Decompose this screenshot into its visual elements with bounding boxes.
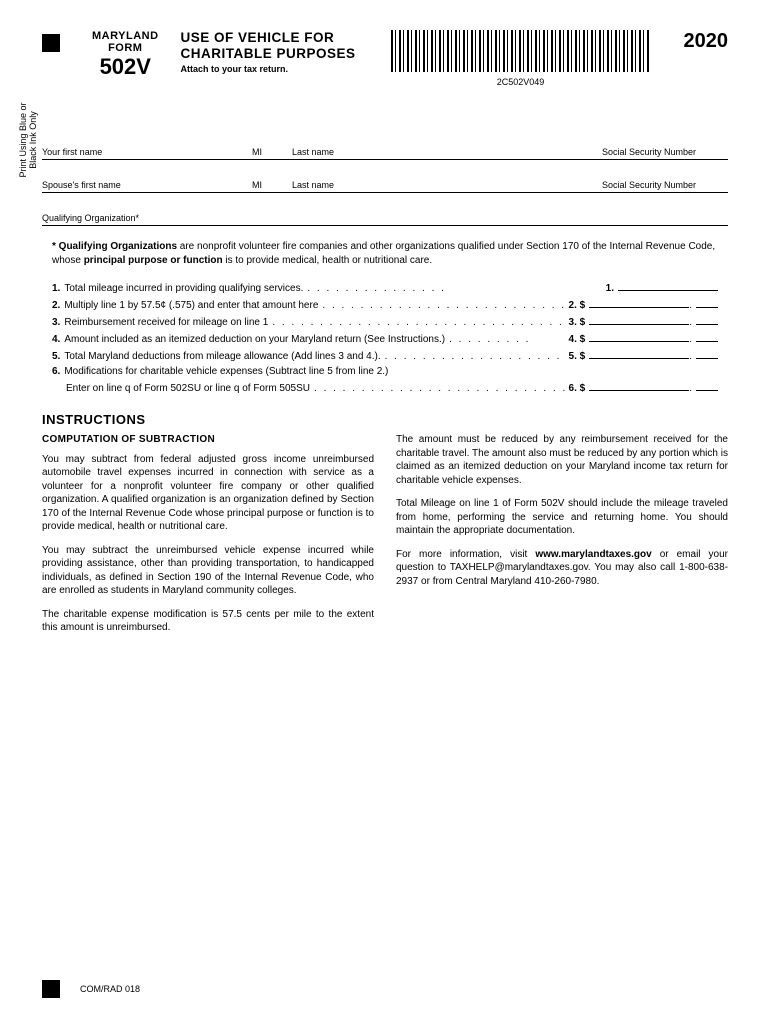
form-title-1: USE OF VEHICLE FOR <box>181 30 356 46</box>
barcode-number: 2C502V049 <box>368 77 674 87</box>
form-subtitle: Attach to your tax return. <box>181 64 356 74</box>
line-6a: 6. Modifications for charitable vehicle … <box>52 366 718 377</box>
computation-subheading: COMPUTATION OF SUBTRACTION <box>42 433 374 447</box>
form-id-block: MARYLAND FORM 502V <box>92 30 159 80</box>
qualifying-org-label[interactable]: Qualifying Organization* <box>42 193 728 226</box>
line-1: 1. Total mileage incurred in providing q… <box>52 281 718 294</box>
corner-marker-top <box>42 34 60 52</box>
line-3-value[interactable] <box>589 315 689 325</box>
instructions-heading: INSTRUCTIONS <box>42 412 728 427</box>
form-title-2: CHARITABLE PURPOSES <box>181 46 356 62</box>
corner-marker-bottom <box>42 980 60 998</box>
col2-p2: Total Mileage on line 1 of Form 502V sho… <box>396 497 728 538</box>
col1-p3: The charitable expense modification is 5… <box>42 608 374 635</box>
line-1-value[interactable] <box>618 281 718 291</box>
spouse-last-name-label[interactable]: Last name <box>292 180 542 190</box>
line-4-cents[interactable] <box>696 332 718 342</box>
col1-p1: You may subtract from federal adjusted g… <box>42 453 374 534</box>
form-number: 502V <box>92 54 159 80</box>
line-3-cents[interactable] <box>696 315 718 325</box>
first-name-label[interactable]: Your first name <box>42 147 252 157</box>
col2-p1: The amount must be reduced by any reimbu… <box>396 433 728 487</box>
instructions-col-2: The amount must be reduced by any reimbu… <box>396 433 728 645</box>
line-4: 4. Amount included as an itemized deduct… <box>52 332 718 345</box>
calculation-lines: 1. Total mileage incurred in providing q… <box>52 281 718 394</box>
form-header: MARYLAND FORM 502V USE OF VEHICLE FOR CH… <box>92 30 728 87</box>
line-5-cents[interactable] <box>696 349 718 359</box>
form-label: FORM <box>92 42 159 54</box>
spouse-mi-label[interactable]: MI <box>252 180 292 190</box>
line-4-value[interactable] <box>589 332 689 342</box>
spouse-row: Spouse's first name MI Last name Social … <box>42 160 728 193</box>
instructions-col-1: COMPUTATION OF SUBTRACTION You may subtr… <box>42 433 374 645</box>
line-2: 2. Multiply line 1 by 57.5¢ (.575) and e… <box>52 298 718 311</box>
line-5-value[interactable] <box>589 349 689 359</box>
side-print-label: Print Using Blue or Black Ink Only <box>18 100 38 180</box>
taxpayer-row: Your first name MI Last name Social Secu… <box>42 127 728 160</box>
ssn-label[interactable]: Social Security Number <box>542 147 728 157</box>
spouse-ssn-label[interactable]: Social Security Number <box>542 180 728 190</box>
barcode-block: 2C502V049 <box>368 30 674 87</box>
line-6-cents[interactable] <box>696 381 718 391</box>
line-3: 3. Reimbursement received for mileage on… <box>52 315 718 328</box>
line-5: 5. Total Maryland deductions from mileag… <box>52 349 718 362</box>
qualifying-org-note: * Qualifying Organizations are nonprofit… <box>52 240 718 267</box>
spouse-first-name-label[interactable]: Spouse's first name <box>42 180 252 190</box>
last-name-label[interactable]: Last name <box>292 147 542 157</box>
col2-p3: For more information, visit www.maryland… <box>396 548 728 589</box>
instructions-body: COMPUTATION OF SUBTRACTION You may subtr… <box>42 433 728 645</box>
name-fields: Your first name MI Last name Social Secu… <box>42 127 728 226</box>
footer-code: COM/RAD 018 <box>80 984 140 994</box>
mi-label[interactable]: MI <box>252 147 292 157</box>
form-title-block: USE OF VEHICLE FOR CHARITABLE PURPOSES A… <box>181 30 356 74</box>
line-6b: Enter on line q of Form 502SU or line q … <box>52 381 718 394</box>
form-year: 2020 <box>684 30 729 53</box>
line-6-value[interactable] <box>589 381 689 391</box>
col1-p2: You may subtract the unreimbursed vehicl… <box>42 544 374 598</box>
form-state: MARYLAND <box>92 30 159 42</box>
line-2-value[interactable] <box>589 298 689 308</box>
barcode <box>391 30 651 72</box>
line-2-cents[interactable] <box>696 298 718 308</box>
